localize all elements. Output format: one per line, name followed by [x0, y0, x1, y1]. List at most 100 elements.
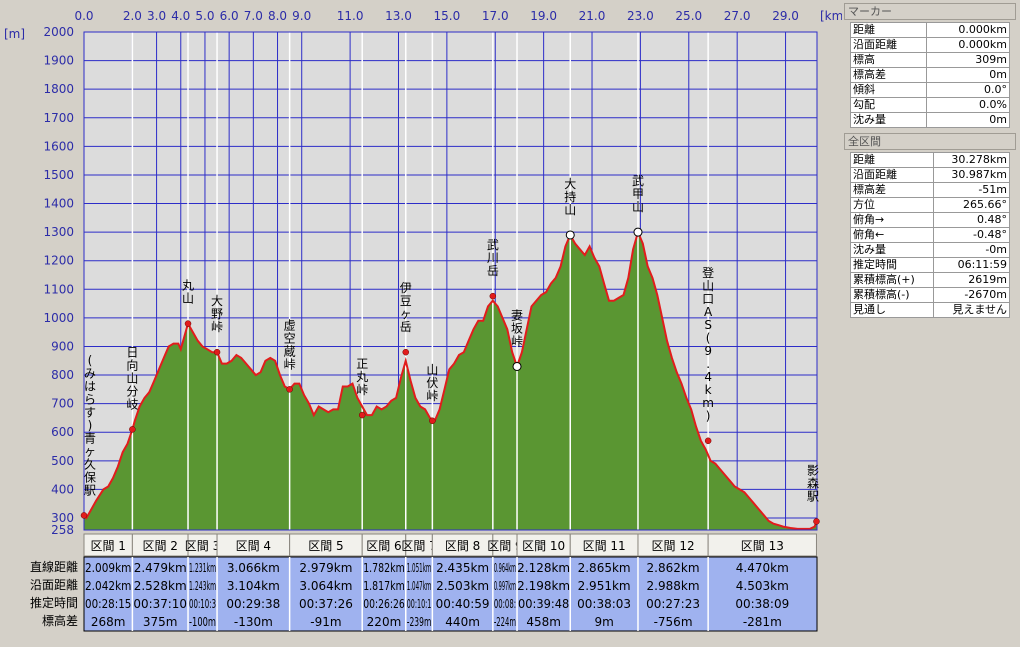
stats-table-cell: 00:38:09 [735, 597, 789, 611]
stats-table-cell: 00:39:48 [518, 597, 569, 611]
x-tick-label: 8.0 [268, 9, 287, 23]
stats-table-cell: 2.988km [647, 579, 700, 593]
stats-label-diff: 標高差 [41, 614, 78, 628]
waypoint-marker [129, 426, 136, 433]
stats-table-cell: 4.470km [736, 561, 789, 575]
total-row-label: 沈み量 [849, 242, 935, 258]
x-tick-label: 15.0 [434, 9, 461, 23]
stats-table-cell: -224m [494, 615, 516, 629]
marker-row-value: 0m [925, 67, 1011, 83]
total-row-label: 累積標高(-) [849, 287, 935, 303]
total-row-label: 距離 [849, 152, 935, 168]
total-row-label: 俯角→ [849, 212, 935, 228]
section-header-label: 区間 2 [142, 539, 177, 553]
x-axis-ticks: 0.0 2.0 3.0 4.0 5.0 6.0 7.0 8.0 9.0 11.0 13.0 15.0 1… [74, 9, 798, 23]
total-row: 累積標高(+) 2619m [849, 272, 1010, 288]
marker-panel-table: 距離 0.000km 沿面距離 0.000km 標高 309m 標高差 0m 傾斜 0.0… [850, 22, 1011, 128]
stats-table-cell: 00:10:1 [407, 597, 432, 611]
y-tick-label: 700 [51, 397, 74, 411]
y-tick-label: 1200 [43, 254, 74, 268]
x-tick-label: 29.0 [772, 9, 799, 23]
total-row-value: -51m [933, 182, 1010, 198]
stats-table-cell: 1.782km [363, 561, 405, 575]
stats-table-cell: 268m [91, 615, 126, 629]
total-row-value: 06:11:59 [933, 257, 1010, 273]
stats-table-cell: 2.479km [134, 561, 187, 575]
y-axis-ticks: 300 400 500 600 700 800 900 1000 1100 1200 1300 140… [43, 25, 74, 537]
marker-row-value: 0.0% [925, 97, 1011, 113]
marker-row-value: 0.000km [925, 37, 1011, 53]
x-tick-label: 0.0 [74, 9, 93, 23]
stats-table-cell: 3.064km [299, 579, 352, 593]
marker-row-label: 距離 [850, 22, 927, 38]
marker-row-value: 309m [925, 52, 1011, 68]
total-panel: 全区間 距離 30.278km 沿面距離 30.987km 標高差 -51m 方位 26… [844, 133, 1016, 318]
total-row-label: 方位 [849, 197, 935, 213]
total-row: 見通し 見えません [849, 302, 1010, 318]
y-tick-label: 1700 [43, 111, 74, 125]
marker-row: 傾斜 0.0° [850, 82, 1011, 98]
section-header-label: 区間 8 [445, 539, 480, 553]
total-row: 俯角← -0.48° [849, 227, 1010, 243]
section-headers: 区間 1 区間 2 区間 3 区間 4 区間 5 区間 6 区間 7 区間 8 区間 9 区間 1… [83, 533, 817, 557]
total-row: 推定時間 06:11:59 [849, 257, 1010, 273]
elevation-profile-chart[interactable]: 0.0 2.0 3.0 4.0 5.0 6.0 7.0 8.0 9.0 11.0 13.0 15.0 1… [0, 0, 842, 647]
y-tick-label: 500 [51, 454, 74, 468]
total-row-value: -0.48° [933, 227, 1010, 243]
section-header-label: 区間 12 [652, 539, 695, 553]
waypoint-label: 丸山 [182, 279, 194, 306]
stats-table-cell: 00:28:15 [85, 597, 131, 611]
marker-panel-title: マーカー [844, 3, 1016, 20]
section-header-label: 区間 3 [185, 539, 220, 553]
stats-table-cell: 0.997km [494, 579, 516, 593]
stats-table-cell: 2.042km [85, 579, 131, 593]
waypoint-label: 正丸峠 [356, 357, 368, 397]
waypoint-marker [184, 320, 192, 327]
waypoint-marker [80, 512, 88, 519]
section-header-label: 区間 7 [401, 539, 436, 553]
stats-table-cell: 0.964km [494, 561, 516, 575]
total-row-value: 30.987km [933, 167, 1010, 183]
x-tick-label: 2.0 [123, 9, 142, 23]
y-tick-label: 400 [51, 482, 74, 496]
y-tick-label: 1300 [43, 225, 74, 239]
y-axis-unit: [m] [4, 27, 25, 41]
total-panel-table: 距離 30.278km 沿面距離 30.987km 標高差 -51m 方位 265.66… [849, 152, 1010, 318]
y-tick-label: 800 [51, 368, 74, 382]
stats-table-cell: 458m [526, 615, 561, 629]
stats-table-cell: -91m [310, 615, 341, 629]
marker-panel: マーカー 距離 0.000km 沿面距離 0.000km 標高 309m 標高差 0m … [844, 3, 1016, 128]
waypoint-label: (みはらす)青ヶ久保駅 [84, 353, 96, 497]
plot-frame [83, 31, 818, 531]
stats-table-cell: 00:37:10 [133, 597, 187, 611]
stats-table-cell: 2.009km [85, 561, 131, 575]
x-tick-label: 25.0 [675, 9, 702, 23]
stats-table-cell: 00:08: [494, 597, 516, 611]
waypoint-marker [402, 348, 409, 356]
y-tick-label: 1900 [43, 54, 74, 68]
marker-row-label: 沿面距離 [850, 37, 927, 53]
stats-label-direct: 直線距離 [29, 560, 78, 574]
marker-row-label: 沈み量 [850, 112, 927, 128]
marker-row: 標高差 0m [850, 67, 1011, 83]
stats-table-cell: 440m [445, 615, 480, 629]
stats-table-cell: 2.503km [436, 579, 489, 593]
waypoint-marker [565, 230, 575, 240]
section-header-label: 区間 4 [236, 539, 271, 553]
x-tick-label: 19.0 [530, 9, 557, 23]
marker-row-value: 0.000km [925, 22, 1011, 38]
stats-table-cell: 1.051km [407, 561, 432, 575]
stats-table-cell: 00:40:59 [436, 597, 490, 611]
total-panel-title: 全区間 [844, 133, 1016, 150]
stats-table-cell: 2.128km [517, 561, 570, 575]
waypoint-marker [213, 348, 221, 356]
stats-table-cell: 1.243km [189, 579, 216, 593]
x-tick-label: 13.0 [385, 9, 412, 23]
x-axis-unit: [km] [820, 9, 842, 23]
elevation-area [84, 232, 817, 530]
y-tick-label: 900 [51, 339, 74, 353]
total-row-value: 2619m [933, 272, 1010, 288]
total-row: 俯角→ 0.48° [849, 212, 1010, 228]
total-row: 方位 265.66° [849, 197, 1010, 213]
y-tick-label: 1000 [43, 311, 74, 325]
